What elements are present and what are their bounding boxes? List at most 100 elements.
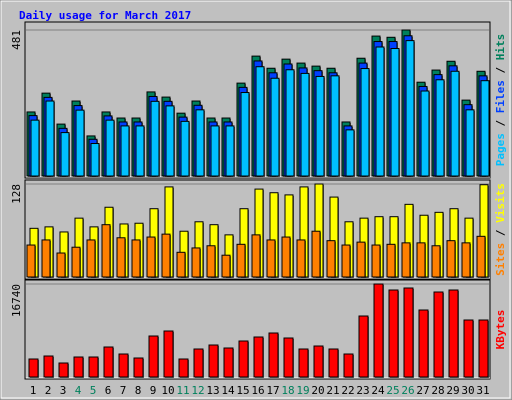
bar [478, 319, 489, 378]
x-tick-label: 26 [401, 384, 414, 397]
x-tick-label: 17 [266, 384, 279, 397]
x-tick-label: 6 [105, 384, 112, 397]
x-tick-label: 24 [371, 384, 385, 397]
x-tick-label: 9 [150, 384, 157, 397]
x-tick-label: 16 [251, 384, 264, 397]
bar [403, 287, 414, 378]
legend-separator: / [494, 113, 507, 133]
bar [281, 236, 291, 278]
bar [238, 340, 249, 378]
bar [266, 239, 276, 278]
legend-entry: KBytes [494, 310, 507, 350]
bar [298, 348, 309, 378]
bar [193, 348, 204, 378]
bar [341, 244, 351, 278]
bar [56, 252, 66, 278]
bar [270, 77, 280, 177]
bar [343, 353, 354, 378]
bar [431, 245, 441, 278]
bar [375, 46, 385, 177]
bar [206, 245, 216, 278]
bar [253, 336, 264, 378]
bar [358, 315, 369, 378]
bar [28, 358, 39, 378]
bar [135, 125, 145, 177]
bar [283, 337, 294, 378]
bar [240, 92, 250, 177]
bar [418, 309, 429, 378]
x-tick-label: 18 [281, 384, 294, 397]
x-tick-label: 19 [296, 384, 309, 397]
bar [86, 239, 96, 278]
bar [328, 348, 339, 378]
bar [180, 120, 190, 177]
bar [148, 335, 159, 378]
bar [330, 75, 340, 177]
bar [435, 79, 445, 177]
bar [371, 244, 381, 278]
bar [313, 345, 324, 378]
y-tick-label: 128 [10, 184, 23, 204]
x-tick-label: 5 [90, 384, 97, 397]
legend: Pages / Files / Hits [494, 34, 507, 167]
bar [223, 347, 234, 378]
x-tick-label: 12 [191, 384, 204, 397]
bar [225, 125, 235, 177]
legend-entry: Visits [494, 183, 507, 223]
bar [58, 362, 69, 378]
x-tick-label: 7 [120, 384, 127, 397]
bar [465, 109, 475, 177]
bar [163, 330, 174, 378]
bar [450, 70, 460, 177]
bar [236, 243, 246, 278]
bar [311, 230, 321, 278]
bar [30, 119, 40, 177]
bar [146, 236, 156, 278]
x-tick-label: 14 [221, 384, 235, 397]
bar [45, 100, 55, 177]
bar [405, 40, 415, 177]
x-tick-label: 31 [476, 384, 489, 397]
x-tick-label: 11 [176, 384, 189, 397]
x-tick-label: 4 [75, 384, 82, 397]
bar [326, 240, 336, 278]
bar [116, 237, 126, 278]
bar [208, 344, 219, 378]
x-tick-label: 21 [326, 384, 339, 397]
bar [191, 247, 201, 278]
bar [43, 355, 54, 378]
x-tick-label: 20 [311, 384, 324, 397]
bar [300, 72, 310, 177]
bar [133, 357, 144, 378]
bar [390, 48, 400, 177]
x-tick-label: 22 [341, 384, 354, 397]
bar [90, 143, 100, 177]
bar [315, 75, 325, 177]
bar [73, 356, 84, 378]
bar [296, 239, 306, 278]
y-tick-label: 481 [10, 30, 23, 50]
x-tick-label: 30 [461, 384, 474, 397]
legend-entry: Pages [494, 133, 507, 166]
bar [433, 291, 444, 378]
bar [446, 240, 456, 278]
x-tick-label: 27 [416, 384, 429, 397]
bar [360, 68, 370, 177]
bar [356, 241, 366, 278]
legend: Sites / Visits [494, 183, 507, 276]
legend: KBytes [494, 310, 507, 350]
bar [221, 254, 231, 278]
legend-entry: Sites [494, 243, 507, 276]
bar [75, 109, 85, 177]
x-tick-label: 28 [431, 384, 444, 397]
x-tick-label: 29 [446, 384, 459, 397]
bar [268, 332, 279, 378]
bar [41, 239, 51, 278]
legend-entry: Files [494, 80, 507, 113]
legend-separator: / [494, 60, 507, 80]
bar [480, 80, 490, 177]
x-tick-label: 23 [356, 384, 369, 397]
bar [345, 129, 355, 177]
